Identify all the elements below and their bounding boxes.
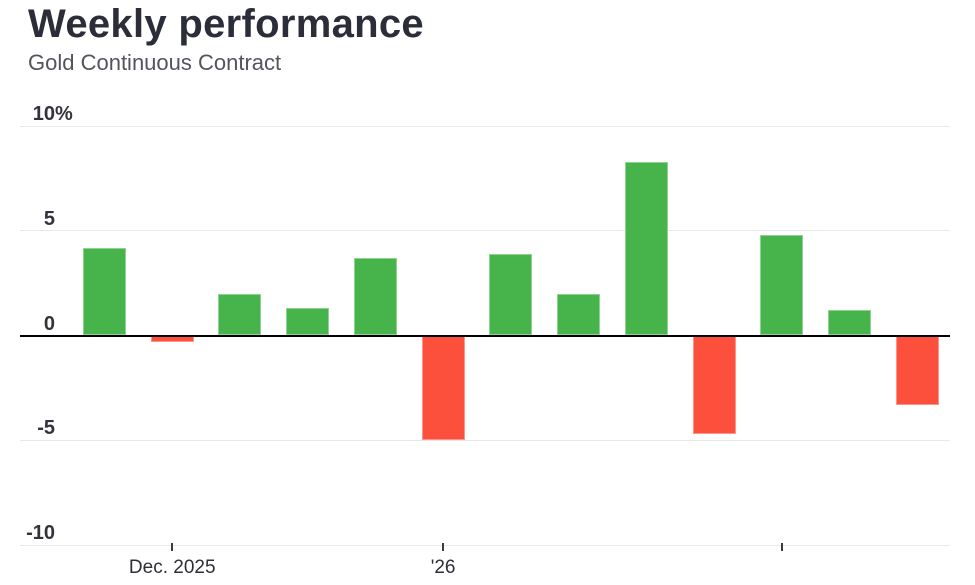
bar-week-13 [895, 335, 939, 405]
bar-week-5 [353, 257, 397, 336]
bar-week-7 [489, 253, 533, 336]
y-axis-unit: % [55, 103, 73, 125]
bar-week-2 [150, 335, 194, 342]
bar-week-11 [760, 234, 804, 336]
x-axis-label: '26 [430, 557, 456, 578]
x-axis-label: Dec. 2025 [128, 557, 216, 578]
chart-title: Weekly performance [28, 2, 424, 46]
x-axis-tick [171, 543, 174, 551]
h-gridline [20, 544, 950, 546]
y-axis-label-value: 5 [43, 207, 55, 230]
y-axis-label-value: -10 [26, 522, 55, 544]
y-axis-label-value: -5 [37, 417, 55, 440]
bar-week-4 [286, 308, 330, 336]
h-gridline [20, 230, 950, 232]
x-axis-tick [780, 543, 783, 551]
x-axis-tick [442, 543, 445, 551]
y-axis-label: 5 [0, 209, 55, 229]
y-axis-label: -5 [0, 418, 55, 438]
bar-week-12 [827, 310, 871, 336]
y-axis-label: 0 [0, 314, 55, 334]
bar-week-9 [624, 161, 668, 336]
chart-subtitle: Gold Continuous Contract [28, 50, 282, 75]
bar-week-1 [83, 247, 126, 336]
bar-week-6 [421, 335, 465, 441]
y-axis-label-value: 0 [43, 312, 55, 335]
h-gridline [20, 125, 950, 127]
bar-week-3 [218, 293, 262, 336]
bar-week-8 [557, 293, 601, 336]
bar-week-10 [692, 335, 736, 434]
y-axis-label: -10 [0, 523, 55, 543]
y-axis-label-value: 10 [32, 103, 55, 125]
zero-baseline [20, 334, 950, 337]
y-axis-label: 10% [0, 103, 73, 125]
h-gridline [20, 439, 950, 441]
